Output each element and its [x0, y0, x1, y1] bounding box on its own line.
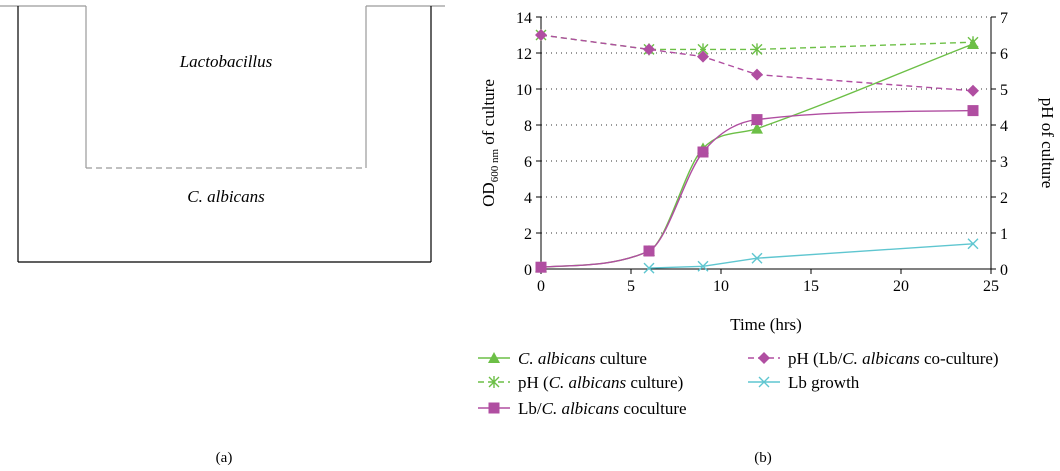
- series-2-point-1: [643, 245, 655, 257]
- right-y-tick-label-5: 5: [1000, 82, 1008, 99]
- right-y-tick-label-3: 3: [1000, 154, 1008, 171]
- x-tick-label-5: 25: [983, 278, 999, 295]
- lactobacillus-label: Lactobacillus: [179, 52, 273, 71]
- left-y-axis-title-suffix: of culture: [479, 79, 498, 149]
- x-tick-label-0: 0: [537, 278, 545, 295]
- c-albicans-label: C. albicans: [187, 187, 265, 206]
- right-y-tick-label-2: 2: [1000, 190, 1008, 207]
- left-y-tick-label-2: 4: [524, 190, 532, 207]
- legend-0-marker: [488, 352, 500, 363]
- left-y-axis-title: OD600 nm of culture: [479, 79, 501, 207]
- series-0-point-3: [751, 122, 763, 134]
- legend-4-label-pre: Lb growth: [788, 373, 860, 392]
- legend-3-label: pH (Lb/C. albicans co-culture): [788, 349, 999, 368]
- series-3-line: [540, 34, 974, 92]
- left-y-tick-label-4: 8: [524, 118, 532, 135]
- legend-2-label-rest: coculture: [619, 399, 687, 418]
- series-3-point-3: [751, 68, 763, 81]
- legend-0-label-italic: C. albicans: [518, 349, 596, 368]
- series-2-point-2: [697, 146, 709, 158]
- series-4-point-3: [967, 238, 979, 250]
- x-tick-label-2: 10: [713, 278, 729, 295]
- legend-2-marker: [488, 402, 500, 414]
- left-y-tick-label-3: 6: [524, 154, 532, 171]
- series-4-point-2: [751, 252, 763, 264]
- series-4-point-1: [697, 260, 709, 272]
- right-y-tick-label-7: 7: [1000, 10, 1008, 27]
- panel-b-caption: (b): [754, 450, 772, 466]
- chart-axes: [540, 17, 992, 270]
- series-3-point-1: [643, 43, 655, 56]
- right-y-tick-label-0: 0: [1000, 262, 1008, 279]
- chart-series: [535, 29, 979, 274]
- right-y-axis-title: pH of culture: [1038, 98, 1057, 189]
- series-3-point-0: [535, 29, 547, 41]
- legend-0-label-rest: culture: [595, 349, 646, 368]
- legend-2-label: Lb/C. albicans coculture: [518, 399, 687, 418]
- right-y-tick-label-4: 4: [1000, 118, 1008, 135]
- series-3-point-2: [697, 50, 709, 63]
- legend-2-label-italic: C. albicans: [542, 399, 620, 418]
- legend-3-marker: [758, 352, 770, 364]
- panel-a-caption: (a): [216, 450, 233, 466]
- series-2-point-0: [535, 261, 547, 273]
- series-4-point-0: [643, 262, 655, 274]
- left-y-tick-label-6: 12: [516, 46, 532, 63]
- legend-1-marker: [488, 376, 500, 388]
- left-y-tick-label-1: 2: [524, 226, 532, 243]
- legend-1-label: pH (C. albicans culture): [518, 373, 683, 392]
- left-y-tick-label-5: 10: [516, 82, 532, 99]
- legend-1-label-italic: C. albicans: [549, 373, 627, 392]
- legend-3-label-rest: co-culture): [920, 349, 999, 368]
- series-4-line: [648, 243, 974, 269]
- legend-1-label-rest: culture): [626, 373, 683, 392]
- series-2-line: [540, 109, 974, 268]
- right-y-tick-label-1: 1: [1000, 226, 1008, 243]
- series-3-point-4: [967, 84, 979, 97]
- legend-0-label: C. albicans culture: [518, 349, 647, 368]
- series-2-point-3: [751, 114, 763, 126]
- legend-3-label-italic: C. albicans: [842, 349, 920, 368]
- right-y-tick-label-6: 6: [1000, 46, 1008, 63]
- panel-a-diagram: Lactobacillus C. albicans: [0, 5, 445, 263]
- legend-4-marker: [758, 376, 770, 388]
- left-y-axis-title-prefix: OD: [479, 182, 498, 207]
- x-tick-label-3: 15: [803, 278, 819, 295]
- left-y-axis-title-subscript: 600 nm: [489, 149, 501, 183]
- x-axis-title: Time (hrs): [730, 315, 802, 334]
- legend-1-label-pre: pH (: [518, 373, 549, 392]
- legend-3-label-pre: pH (Lb/: [788, 349, 843, 368]
- x-tick-label-1: 5: [627, 278, 635, 295]
- x-tick-label-4: 20: [893, 278, 909, 295]
- series-1-point-3: [751, 43, 763, 56]
- left-y-tick-label-0: 0: [524, 262, 532, 279]
- series-2-point-4: [967, 105, 979, 117]
- legend-2-label-pre: Lb/: [518, 399, 542, 418]
- left-y-tick-label-7: 14: [516, 10, 532, 27]
- legend-4-label: Lb growth: [788, 373, 860, 392]
- series-1-point-4: [967, 36, 979, 49]
